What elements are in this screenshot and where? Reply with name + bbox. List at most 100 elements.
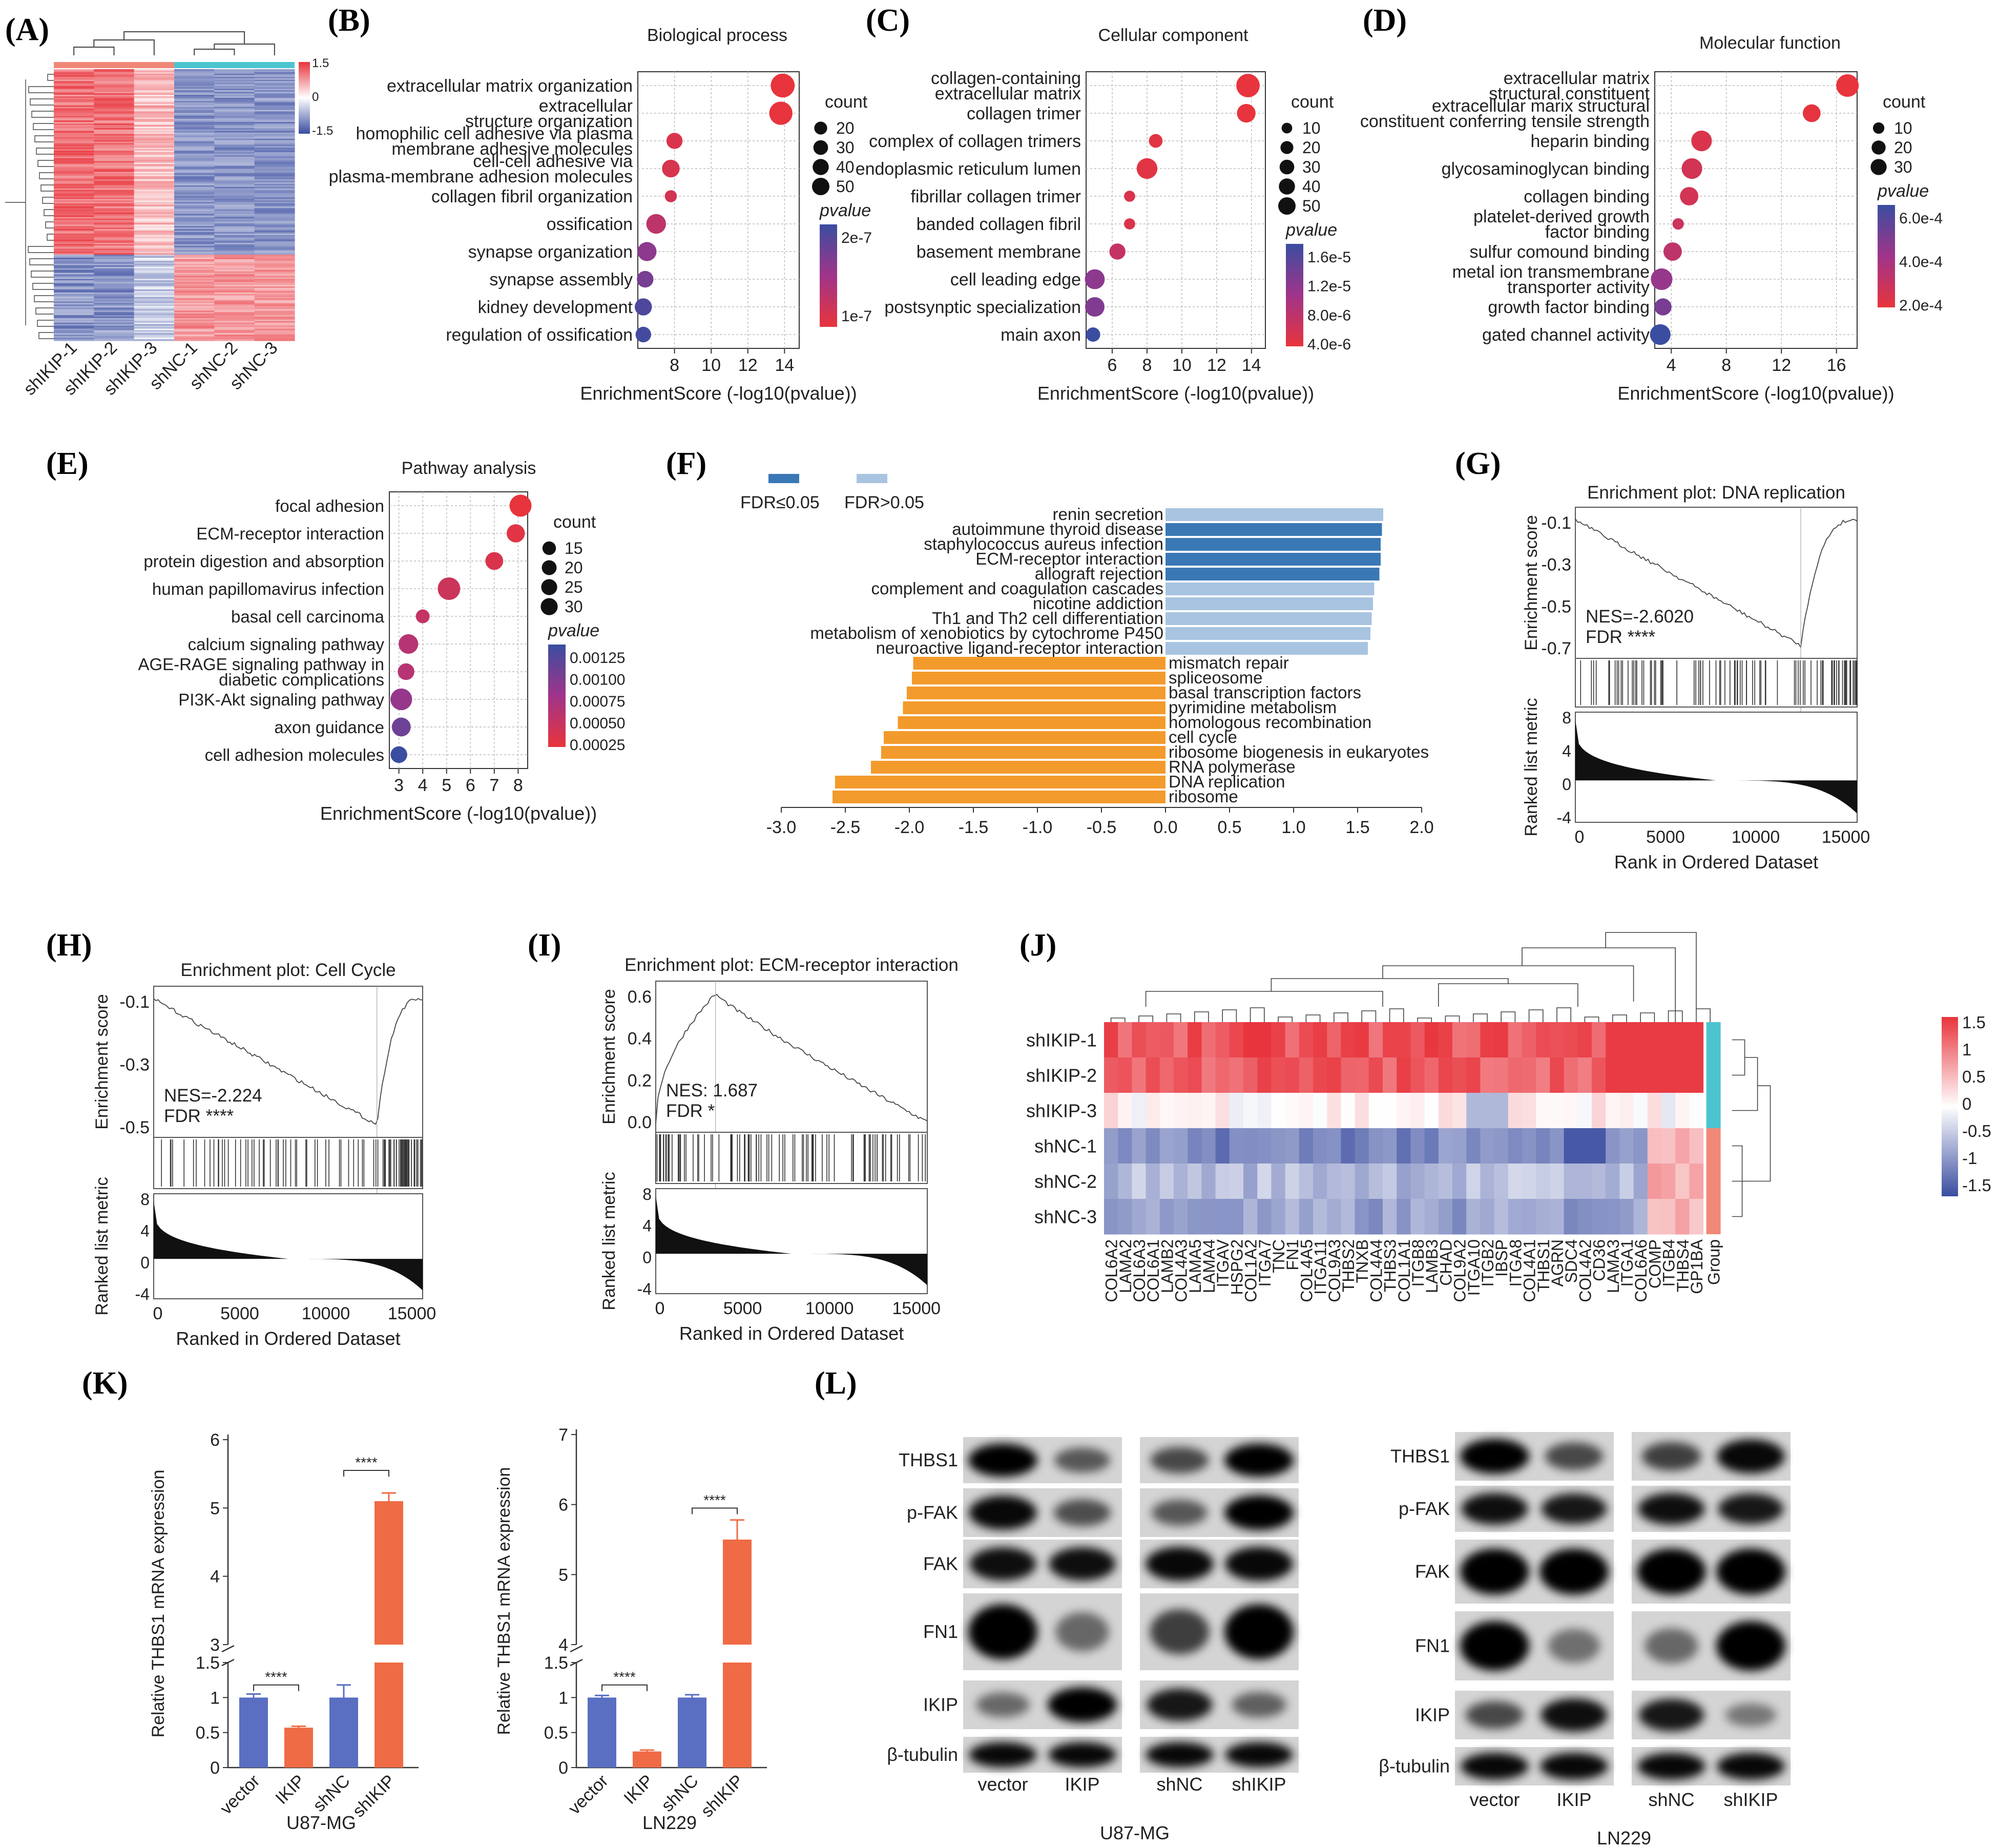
- heatmap-a-cell: [134, 304, 175, 306]
- heatmap-a-cell: [54, 134, 94, 136]
- heatmap-a-cell: [174, 292, 215, 295]
- heatmap-a-cell: [94, 303, 135, 305]
- heatmap-a-cell: [254, 248, 295, 251]
- dotplot-term-label: kidney development: [478, 298, 633, 317]
- heatmap-a-cell: [54, 205, 94, 207]
- heatmap-a-cell: [134, 253, 175, 255]
- heatmap-a-cell: [54, 100, 94, 103]
- heatmap-a-cell: [174, 300, 215, 302]
- heatmap-a-cell: [214, 170, 255, 172]
- ranked-list-axis-label: Ranked list metric: [599, 1172, 619, 1310]
- heatmap-j-cell: [1132, 1199, 1147, 1235]
- gsea-bar-label-negative: homologous recombination: [1169, 713, 1371, 732]
- heatmap-a-cell: [214, 180, 255, 183]
- heatmap-a-cell: [174, 132, 215, 135]
- heatmap-a-cell: [174, 217, 215, 219]
- heatmap-a-cell: [254, 138, 295, 140]
- heatmap-a-cell: [54, 292, 94, 295]
- heatmap-a-cell: [174, 339, 215, 341]
- dotplot-dot: [1124, 218, 1135, 230]
- heatmap-a-cell: [134, 84, 175, 86]
- heatmap-a-cell: [54, 123, 94, 126]
- heatmap-a-cell: [134, 151, 175, 153]
- heatmap-a-cell: [174, 335, 215, 337]
- heatmap-a-cell: [134, 232, 175, 234]
- heatmap-a-cell: [134, 336, 175, 338]
- count-legend-dot: [542, 541, 556, 555]
- heatmap-a-cell: [214, 212, 255, 215]
- heatmap-a-cell: [174, 183, 215, 186]
- heatmap-a-cell: [94, 227, 135, 230]
- blot-label-fak: FAK: [1415, 1561, 1450, 1582]
- blot-band: [1048, 1687, 1117, 1722]
- heatmap-a-cell: [174, 203, 215, 205]
- heatmap-j-cell: [1675, 1164, 1690, 1199]
- heatmap-a-cell: [254, 113, 295, 115]
- ranked-list-tick: 0: [642, 1248, 652, 1266]
- heatmap-j-cell: [1215, 1093, 1230, 1129]
- heatmap-j-row-label: shIKIP-3: [1026, 1101, 1097, 1122]
- legend-swatch-ns: [857, 474, 887, 483]
- heatmap-a-cell: [174, 86, 215, 88]
- heatmap-a-cell: [134, 314, 175, 316]
- blot-band: [1637, 1548, 1706, 1595]
- heatmap-a-cell: [94, 152, 135, 154]
- heatmap-j-cell: [1118, 1093, 1132, 1129]
- heatmap-a-cell: [174, 315, 215, 317]
- heatmap-j-cell: [1313, 1199, 1327, 1235]
- heatmap-a-cell: [134, 238, 175, 240]
- x-tick-label: IKIP: [620, 1771, 657, 1808]
- heatmap-a-cell: [174, 75, 215, 77]
- count-legend-dot: [1872, 122, 1885, 134]
- heatmap-a-cell: [254, 339, 295, 341]
- row-dendrogram: [5, 74, 54, 339]
- heatmap-a-cell: [54, 141, 94, 143]
- heatmap-a-cell: [54, 273, 94, 275]
- dotplot-dot: [485, 552, 504, 570]
- heatmap-a-cell: [254, 307, 295, 309]
- blot-band: [1725, 1703, 1777, 1727]
- heatmap-a-cell: [254, 253, 295, 255]
- pvalue-legend-label: 1.2e-5: [1307, 278, 1351, 295]
- heatmap-a-cell: [174, 263, 215, 266]
- heatmap-a-cell: [174, 89, 215, 91]
- heatmap-a-cell: [174, 76, 215, 79]
- heatmap-a-cell: [54, 86, 94, 88]
- heatmap-a-cell: [54, 151, 94, 153]
- dotplot-term-label: complex of collagen trimers: [869, 132, 1081, 151]
- heatmap-a-cell: [134, 165, 175, 168]
- heatmap-a-cell: [174, 322, 215, 325]
- heatmap-j-cell: [1243, 1057, 1258, 1093]
- heatmap-a-cell: [174, 122, 215, 124]
- errorbar-shnc: [337, 1684, 351, 1711]
- heatmap-a-cell: [54, 99, 94, 101]
- heatmap-a-cell: [174, 314, 215, 316]
- heatmap-j-cell: [1146, 1128, 1160, 1164]
- heatmap-a-cell: [214, 126, 255, 129]
- heatmap-a-cell: [254, 289, 295, 292]
- heatmap-j-col-label: COL6A2: [1102, 1239, 1121, 1302]
- blot-band: [1151, 1499, 1208, 1526]
- blot-band: [1049, 1547, 1116, 1581]
- heatmap-a-cell: [254, 274, 295, 276]
- heatmap-a-cell: [94, 148, 135, 150]
- heatmap-a-cell: [214, 235, 255, 237]
- heatmap-a-cell: [214, 215, 255, 218]
- heatmap-a-cell: [254, 162, 295, 165]
- dotplot-tick-label: 12: [1207, 356, 1226, 375]
- heatmap-a-cell: [134, 319, 175, 322]
- heatmap-j-cell: [1647, 1057, 1662, 1093]
- heatmap-a-cell: [254, 205, 295, 207]
- heatmap-a-cell: [254, 211, 295, 213]
- heatmap-j-cell: [1285, 1164, 1300, 1199]
- hit-box: [153, 1137, 423, 1189]
- heatmap-a-cell: [174, 134, 215, 136]
- heatmap-j-cell: [1466, 1057, 1481, 1093]
- heatmap-a-cell: [134, 212, 175, 215]
- heatmap-a-cell: [254, 191, 295, 194]
- heatmap-a-cell: [214, 119, 255, 121]
- heatmap-a-cell: [54, 310, 94, 313]
- heatmap-a-cell: [94, 242, 135, 245]
- heatmap-a-cell: [94, 297, 135, 299]
